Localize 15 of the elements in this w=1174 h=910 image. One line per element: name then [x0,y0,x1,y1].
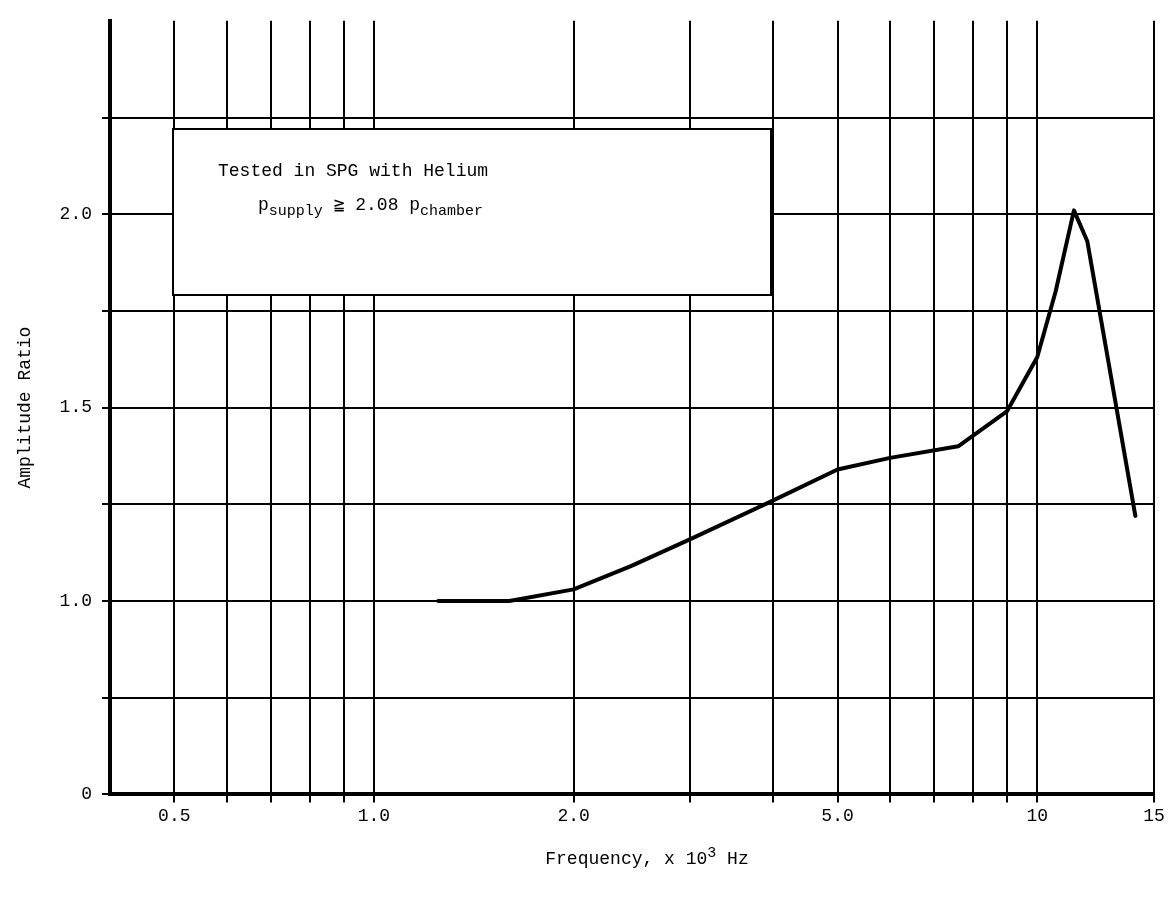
x-tick-label: 5.0 [821,805,854,826]
y-axis-title: Amplitude Ratio [14,326,35,489]
annotation: p$_{supply}$ ≧ 2.08 p$_{chamber}$ [257,194,485,222]
note-box: Tested in SPG with Helium p$_{supply}$ ≧ 2.08 p$_{chamber}$ [172,128,772,296]
x-tick-label: 2.0 [557,805,590,826]
annotation: Tested in SPG with Helium [217,160,490,183]
y-tick-label: 0 [81,784,93,805]
x-tick-label: 15 [1143,805,1165,826]
y-tick-label: 1.0 [59,590,93,611]
x-axis-title: Frequency, x 10$^{3}$ Hz [544,845,750,869]
x-tick-label: 0.5 [158,805,191,826]
x-tick-label: 1.0 [357,805,391,826]
y-tick-label: 1.5 [59,397,93,418]
y-tick-label: 2.0 [59,203,93,224]
x-tick-label: 10 [1026,805,1049,826]
